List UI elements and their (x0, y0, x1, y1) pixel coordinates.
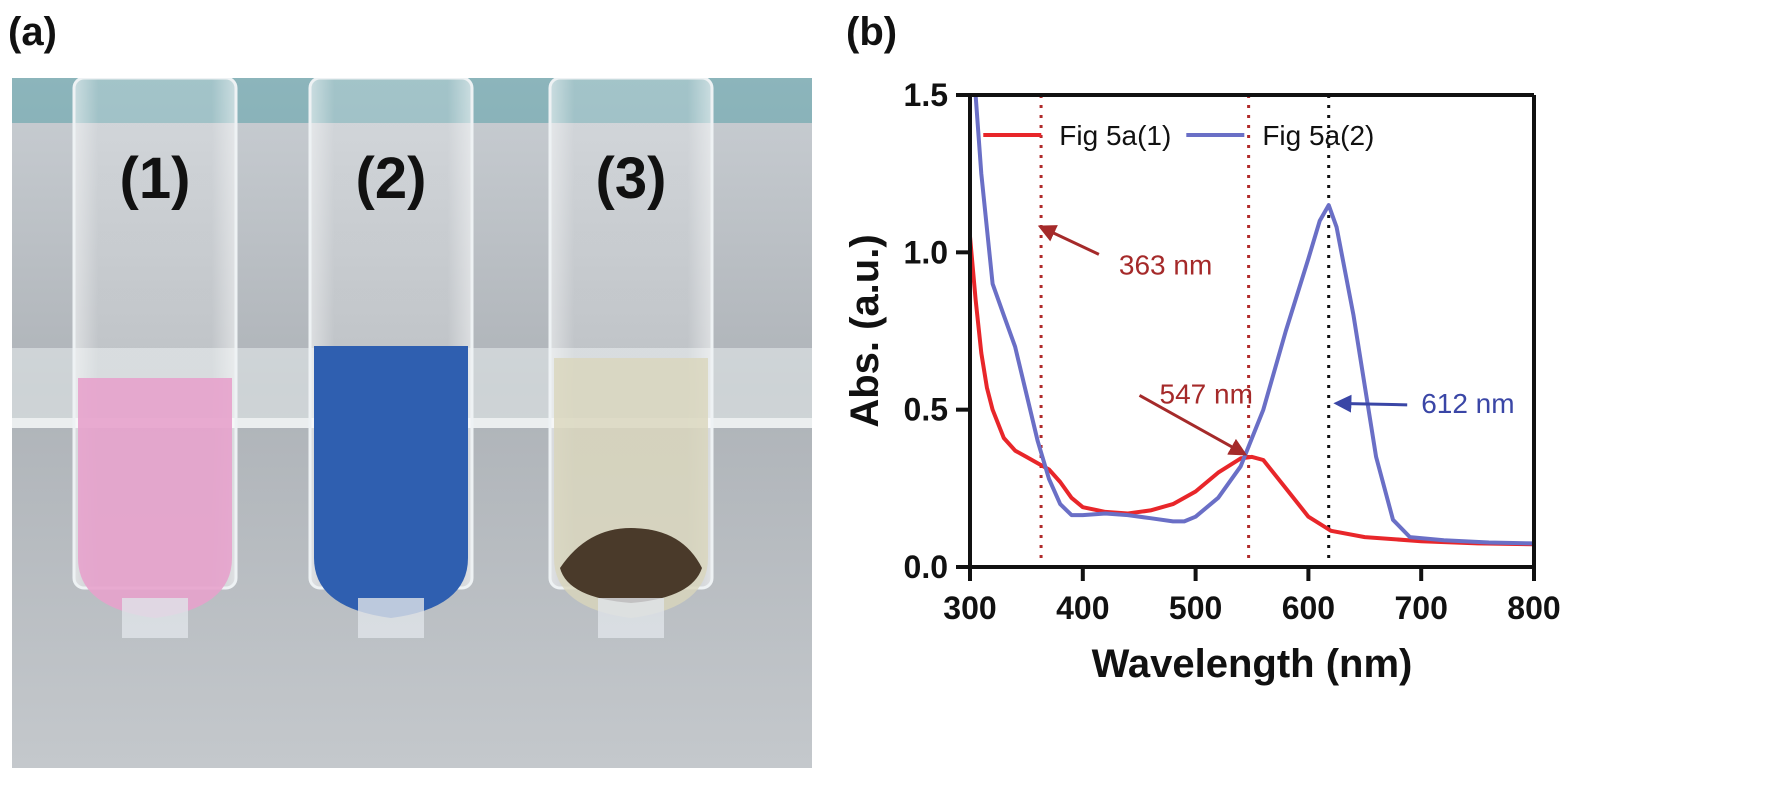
annotation-label-3: 612 nm (1421, 388, 1514, 419)
tube-1: (1) (72, 76, 238, 638)
panel-label-a: (a) (8, 10, 57, 54)
annotation-arrow-1 (1037, 225, 1100, 256)
x-tick-label-500: 500 (1169, 590, 1222, 626)
tube-3: (3) (548, 76, 714, 638)
legend-label-1: Fig 5a(1) (1059, 120, 1171, 151)
x-tick-label-400: 400 (1056, 590, 1109, 626)
tube-3-sediment (560, 528, 702, 603)
annotation-arrow-3 (1333, 394, 1408, 413)
x-tick-label-700: 700 (1395, 590, 1448, 626)
annotation-label-1: 363 nm (1119, 249, 1212, 280)
test-tubes-photo: (1) (2) (3) (12, 76, 812, 768)
x-axis-label: Wavelength (nm) (1092, 642, 1413, 686)
x-tick-label-600: 600 (1282, 590, 1335, 626)
x-tick-label-300: 300 (943, 590, 996, 626)
tube-1-liquid (78, 378, 232, 618)
photo-panel: (1) (2) (3) (12, 76, 812, 768)
tube-2: (2) (308, 76, 474, 638)
absorbance-chart: 300 400 500 600 700 800 0.0 0.5 1.0 1.5 Wavelength… (843, 77, 1561, 686)
legend-label-2: Fig 5a(2) (1262, 120, 1374, 151)
tube-1-label: (1) (120, 146, 191, 211)
annotation-label-2: 547 nm (1160, 378, 1253, 409)
panel-label-b: (b) (846, 10, 898, 54)
tube-3-label: (3) (596, 146, 667, 211)
tube-2-liquid (314, 346, 468, 618)
chart-panel: 300 400 500 600 700 800 0.0 0.5 1.0 1.5 Wavelength… (830, 0, 1772, 785)
y-tick-label-1: 0.5 (904, 392, 948, 428)
y-axis-label: Abs. (a.u.) (843, 234, 887, 427)
y-tick-label-0: 0.0 (904, 549, 948, 585)
y-tick-label-2: 1.0 (904, 234, 948, 270)
x-tick-label-800: 800 (1507, 590, 1560, 626)
tube-2-label: (2) (356, 146, 427, 211)
annotation-arrow-2 (1138, 394, 1248, 456)
y-tick-label-3: 1.5 (904, 77, 948, 113)
series-line-2 (970, 93, 1535, 546)
